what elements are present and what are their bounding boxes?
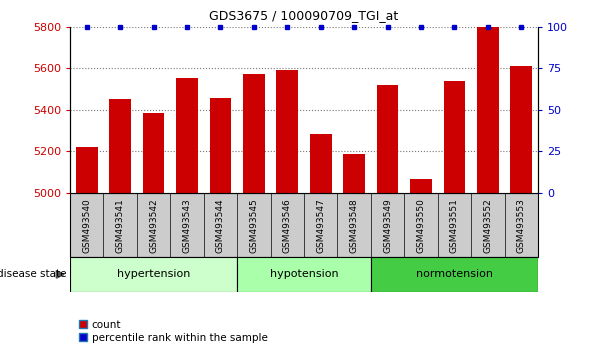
Text: hypotension: hypotension	[270, 269, 338, 279]
Text: GDS3675 / 100090709_TGI_at: GDS3675 / 100090709_TGI_at	[209, 9, 399, 22]
Bar	[76, 147, 97, 193]
Text: GSM493548: GSM493548	[350, 198, 359, 253]
Text: GSM493546: GSM493546	[283, 198, 292, 253]
Text: GSM493540: GSM493540	[82, 198, 91, 253]
Text: GSM493552: GSM493552	[483, 198, 492, 253]
Text: GSM493549: GSM493549	[383, 198, 392, 253]
Text: disease state: disease state	[0, 269, 67, 279]
Bar	[344, 154, 365, 193]
Bar	[70, 257, 237, 292]
Bar	[109, 99, 131, 193]
Text: hypertension: hypertension	[117, 269, 190, 279]
Text: GSM493541: GSM493541	[116, 198, 125, 253]
Bar	[371, 257, 538, 292]
Bar	[477, 27, 499, 193]
Bar	[237, 257, 371, 292]
Bar	[444, 81, 465, 193]
Bar	[210, 98, 231, 193]
Text: GSM493543: GSM493543	[182, 198, 192, 253]
Bar	[243, 74, 264, 193]
Bar	[310, 134, 331, 193]
Text: GSM493547: GSM493547	[316, 198, 325, 253]
Text: GSM493550: GSM493550	[416, 198, 426, 253]
Bar	[277, 70, 298, 193]
Bar	[143, 113, 164, 193]
Text: GSM493545: GSM493545	[249, 198, 258, 253]
Text: GSM493553: GSM493553	[517, 198, 526, 253]
Text: normotension: normotension	[416, 269, 493, 279]
Bar	[176, 78, 198, 193]
Bar	[511, 66, 532, 193]
Text: GSM493542: GSM493542	[149, 198, 158, 253]
Text: GSM493544: GSM493544	[216, 198, 225, 253]
Text: GSM493551: GSM493551	[450, 198, 459, 253]
Bar	[410, 179, 432, 193]
Legend: count, percentile rank within the sample: count, percentile rank within the sample	[75, 315, 272, 347]
Bar	[377, 85, 398, 193]
